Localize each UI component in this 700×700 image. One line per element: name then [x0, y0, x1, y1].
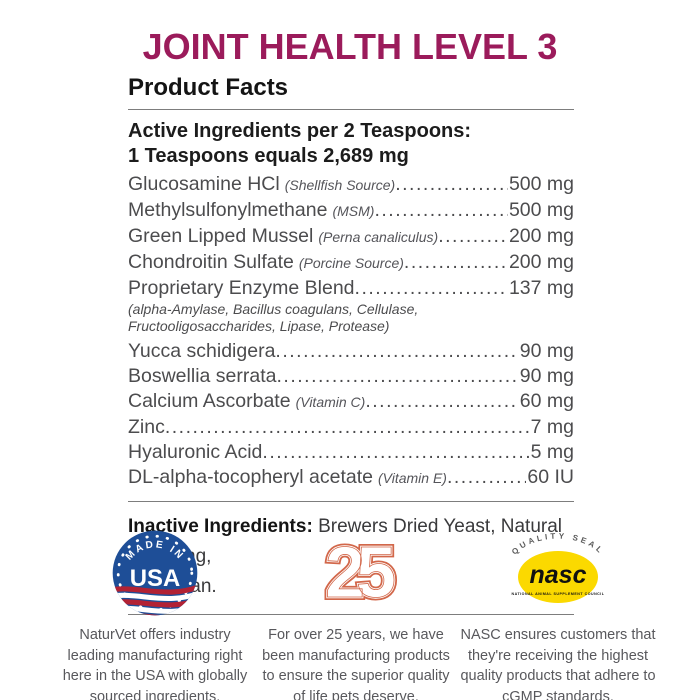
ingredient-note: (Vitamin E): [377, 470, 447, 486]
made-in-usa-caption: NaturVet offers industry leading manufac…: [62, 627, 248, 700]
product-facts-heading: Product Facts: [128, 74, 289, 101]
ingredient-amount: 60 IU: [527, 466, 574, 488]
ingredient-amount: 200 mg: [508, 251, 574, 273]
dot-leader: [374, 199, 508, 221]
dot-leader: [355, 277, 508, 299]
dot-leader: [262, 441, 529, 463]
svg-text:25: 25: [325, 533, 395, 613]
ingredient-row: Boswellia serrata 90 mg: [128, 365, 574, 387]
ingredient-name: Zinc: [128, 416, 165, 438]
anniversary-caption: For over 25 years, we have been manufact…: [262, 627, 450, 700]
anniversary-column: 25 25 25 For over 25 years, we have been…: [255, 527, 457, 700]
dot-leader: [395, 173, 508, 195]
ingredient-amount: 200 mg: [508, 225, 574, 247]
ingredients-list: Glucosamine HCl(Shellfish Source)500 mgM…: [128, 173, 574, 489]
nasc-caption: NASC ensures customers that they're rece…: [460, 627, 656, 700]
dot-leader: [365, 390, 518, 412]
anniversary-badge: 25 25 25: [255, 527, 457, 623]
ingredient-row: DL-alpha-tocopheryl acetate(Vitamin E) 60…: [128, 466, 574, 489]
ingredient-amount: 90 mg: [519, 365, 574, 387]
dot-leader: [275, 340, 518, 362]
ingredient-note: (Perna canaliculus): [318, 229, 439, 245]
made-in-usa-column: MADE IN USA NaturVet offers industry lea…: [57, 527, 253, 700]
serving-line-1: Active Ingredients per 2 Teaspoons:: [128, 120, 472, 142]
ingredient-name: Chondroitin Sulfate: [128, 251, 294, 273]
ingredient-row: Glucosamine HCl(Shellfish Source) 500 mg: [128, 173, 574, 196]
made-in-usa-icon: MADE IN USA: [112, 530, 198, 616]
ingredient-note: (Vitamin C): [295, 394, 366, 410]
ingredient-row: Proprietary Enzyme Blend 137 mg: [128, 277, 574, 299]
ingredient-name: DL-alpha-tocopheryl acetate: [128, 466, 373, 488]
ingredient-name: Proprietary Enzyme Blend: [128, 277, 355, 299]
ingredient-amount: 500 mg: [508, 199, 574, 221]
ingredient-name: Calcium Ascorbate: [128, 390, 291, 412]
page-title: JOINT HEALTH LEVEL 3: [142, 26, 558, 67]
nasc-seal-icon: QUALITY SEAL nasc NATIONAL ANIMAL SUPPLE…: [510, 532, 605, 603]
ingredient-name: Glucosamine HCl: [128, 173, 280, 195]
ingredient-note: (MSM): [332, 203, 375, 219]
product-facts-panel: Product Facts Active Ingredients per 2 T…: [128, 74, 574, 625]
ingredient-row: Chondroitin Sulfate(Porcine Source) 200 m…: [128, 251, 574, 274]
stars-ring: [116, 534, 194, 612]
ingredient-amount: 60 mg: [519, 390, 574, 412]
25-years-icon: 25 25 25: [322, 530, 406, 615]
ingredient-name: Yucca schidigera: [128, 340, 276, 362]
serving-line-2: 1 Teaspoons equals 2,689 mg: [128, 145, 409, 167]
ingredient-amount: 137 mg: [508, 277, 574, 299]
ingredient-note: (Shellfish Source): [284, 177, 396, 193]
ingredient-amount: 7 mg: [530, 416, 574, 438]
ingredient-name: Hyaluronic Acid: [128, 441, 263, 463]
ingredient-amount: 5 mg: [530, 441, 574, 463]
ingredient-name: Green Lipped Mussel: [128, 225, 314, 247]
divider: [128, 614, 574, 615]
ingredient-name: Boswellia serrata: [128, 365, 277, 387]
ingredient-row: Green Lipped Mussel(Perna canaliculus) 20…: [128, 225, 574, 248]
ingredient-sub-components: (alpha-Amylase, Bacillus coagulans, Cell…: [128, 301, 419, 334]
dot-leader: [404, 251, 508, 273]
ingredient-amount: 500 mg: [508, 173, 574, 195]
nasc-main-label: nasc: [530, 561, 587, 589]
ingredient-row: Zinc 7 mg: [128, 416, 574, 438]
made-in-usa-badge: MADE IN USA: [57, 527, 253, 623]
nasc-sub-label: NATIONAL ANIMAL SUPPLEMENT COUNCIL: [512, 592, 605, 596]
ingredient-amount: 90 mg: [519, 340, 574, 362]
dot-leader: [447, 466, 526, 488]
nasc-column: QUALITY SEAL nasc NATIONAL ANIMAL SUPPLE…: [458, 527, 658, 700]
ingredient-row: Hyaluronic Acid 5 mg: [128, 441, 574, 463]
divider: [128, 501, 574, 502]
ingredient-row: Yucca schidigera 90 mg: [128, 340, 574, 362]
dot-leader: [438, 225, 508, 247]
divider: [128, 109, 574, 110]
ingredient-row: Calcium Ascorbate(Vitamin C) 60 mg: [128, 390, 574, 413]
ingredient-name: Methylsulfonylmethane: [128, 199, 328, 221]
nasc-badge: QUALITY SEAL nasc NATIONAL ANIMAL SUPPLE…: [458, 527, 658, 623]
inactive-label: Inactive Ingredients:: [128, 516, 313, 537]
ingredient-row: Methylsulfonylmethane(MSM) 500 mg: [128, 199, 574, 222]
ingredient-note: (Porcine Source): [298, 255, 404, 271]
dot-leader: [276, 365, 518, 387]
dot-leader: [165, 416, 530, 438]
